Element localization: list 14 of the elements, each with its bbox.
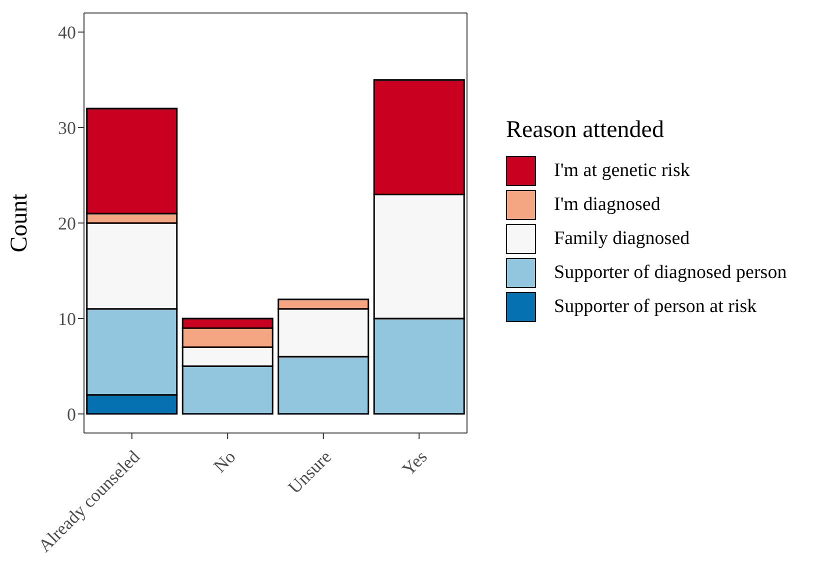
legend-label: Family diagnosed — [554, 228, 690, 250]
y-tick-label: 10 — [58, 308, 76, 329]
legend-title: Reason attended — [506, 117, 665, 144]
x-tick-label: Yes — [398, 446, 431, 480]
y-tick-label: 20 — [58, 213, 76, 234]
legend-label: I'm diagnosed — [554, 194, 660, 216]
y-tick-label: 30 — [58, 118, 76, 138]
y-axis-title: Count — [6, 193, 33, 252]
legend-label: Supporter of person at risk — [554, 296, 757, 318]
y-tick-label: 40 — [58, 22, 76, 42]
legend-label: Supporter of diagnosed person — [554, 262, 787, 284]
y-tick-label: 0 — [67, 404, 76, 424]
legend-label: I'm at genetic risk — [554, 160, 690, 182]
x-tick-label: No — [210, 446, 240, 476]
